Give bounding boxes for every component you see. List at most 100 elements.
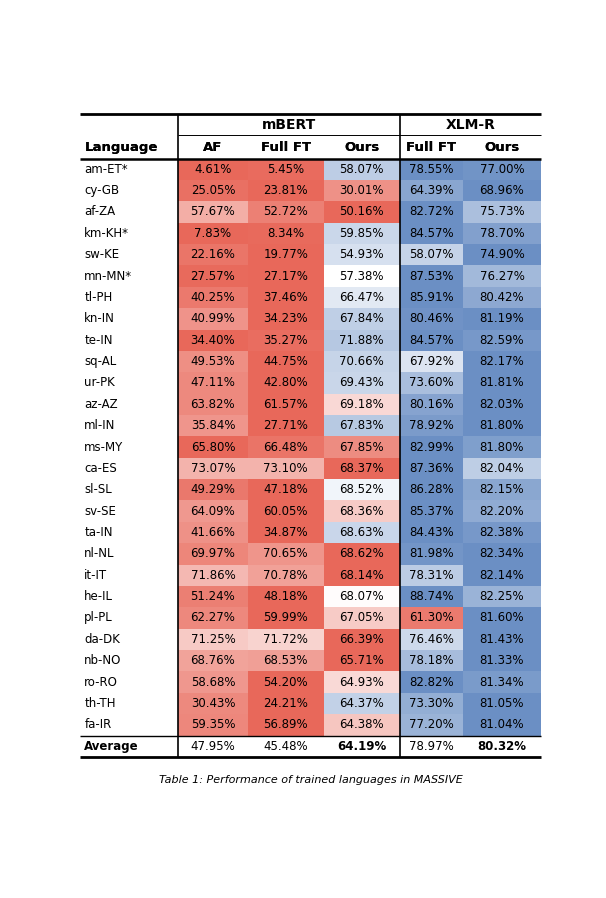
Bar — [400, 543, 463, 565]
Text: Ours: Ours — [344, 140, 379, 154]
Text: Table 1: Performance of trained languages in MASSIVE: Table 1: Performance of trained language… — [159, 775, 462, 785]
Text: ro-RO: ro-RO — [84, 675, 118, 689]
Text: 45.48%: 45.48% — [264, 740, 308, 753]
Bar — [178, 672, 248, 692]
Text: 78.70%: 78.70% — [480, 227, 524, 240]
Text: 86.28%: 86.28% — [409, 483, 454, 497]
Text: 47.18%: 47.18% — [264, 483, 308, 497]
Text: 7.83%: 7.83% — [195, 227, 231, 240]
Text: mBERT: mBERT — [262, 118, 316, 132]
Text: 80.42%: 80.42% — [480, 291, 524, 304]
Text: Ours: Ours — [484, 140, 519, 154]
Bar — [81, 692, 178, 714]
Bar — [324, 373, 400, 393]
Text: 68.07%: 68.07% — [339, 590, 384, 603]
Bar — [178, 522, 248, 543]
Bar — [400, 480, 463, 500]
Bar — [81, 522, 178, 543]
Text: kn-IN: kn-IN — [84, 313, 115, 325]
Bar — [400, 565, 463, 585]
Bar — [81, 114, 541, 159]
Bar — [324, 436, 400, 458]
Text: 81.34%: 81.34% — [480, 675, 524, 689]
Bar — [463, 607, 541, 629]
Bar — [463, 136, 541, 159]
Text: 78.92%: 78.92% — [409, 419, 454, 432]
Text: 47.11%: 47.11% — [190, 376, 235, 390]
Text: nl-NL: nl-NL — [84, 548, 115, 560]
Bar — [81, 458, 178, 480]
Text: 82.25%: 82.25% — [480, 590, 524, 603]
Bar — [178, 136, 248, 159]
Bar — [463, 585, 541, 607]
Text: 81.80%: 81.80% — [480, 419, 524, 432]
Bar — [81, 180, 178, 201]
Bar — [400, 223, 463, 244]
Text: 67.83%: 67.83% — [339, 419, 384, 432]
Text: 54.93%: 54.93% — [339, 248, 384, 261]
Text: 68.96%: 68.96% — [479, 184, 524, 198]
Text: 27.57%: 27.57% — [190, 269, 235, 283]
Text: 54.20%: 54.20% — [264, 675, 308, 689]
Bar — [324, 714, 400, 735]
Bar — [400, 351, 463, 373]
Text: 66.47%: 66.47% — [339, 291, 384, 304]
Bar — [400, 522, 463, 543]
Text: 62.27%: 62.27% — [190, 612, 235, 624]
Bar — [400, 500, 463, 522]
Text: 67.05%: 67.05% — [339, 612, 384, 624]
Text: 82.14%: 82.14% — [479, 568, 524, 582]
Text: 61.30%: 61.30% — [409, 612, 454, 624]
Text: sw-KE: sw-KE — [84, 248, 119, 261]
Bar — [178, 735, 248, 757]
Bar — [248, 415, 324, 436]
Bar — [463, 223, 541, 244]
Bar — [81, 330, 178, 351]
Bar — [324, 393, 400, 415]
Bar — [178, 286, 248, 308]
Bar — [248, 458, 324, 480]
Bar — [463, 458, 541, 480]
Text: 22.16%: 22.16% — [190, 248, 235, 261]
Bar — [400, 672, 463, 692]
Text: 4.61%: 4.61% — [195, 163, 231, 176]
Bar — [178, 543, 248, 565]
Text: 30.43%: 30.43% — [191, 697, 235, 710]
Text: ml-IN: ml-IN — [84, 419, 116, 432]
Text: 73.30%: 73.30% — [409, 697, 454, 710]
Text: Full FT: Full FT — [261, 140, 311, 154]
Bar — [463, 393, 541, 415]
Bar — [324, 266, 400, 286]
Bar — [248, 607, 324, 629]
Bar — [400, 714, 463, 735]
Bar — [324, 330, 400, 351]
Text: 42.80%: 42.80% — [264, 376, 308, 390]
Bar — [81, 607, 178, 629]
Bar — [178, 436, 248, 458]
Bar — [81, 351, 178, 373]
Text: 82.17%: 82.17% — [479, 355, 524, 368]
Text: 78.97%: 78.97% — [409, 740, 454, 753]
Text: 81.60%: 81.60% — [480, 612, 524, 624]
Text: 85.37%: 85.37% — [409, 505, 454, 517]
Text: 49.53%: 49.53% — [191, 355, 235, 368]
Bar — [400, 415, 463, 436]
Bar — [324, 522, 400, 543]
Bar — [248, 436, 324, 458]
Text: 80.32%: 80.32% — [478, 740, 527, 753]
Bar — [400, 458, 463, 480]
Text: th-TH: th-TH — [84, 697, 116, 710]
Text: ta-IN: ta-IN — [84, 526, 113, 539]
Text: 64.39%: 64.39% — [409, 184, 454, 198]
Bar — [400, 266, 463, 286]
Bar — [81, 266, 178, 286]
Bar — [324, 692, 400, 714]
Text: 82.82%: 82.82% — [409, 675, 454, 689]
Bar — [178, 458, 248, 480]
Text: Full FT: Full FT — [407, 140, 456, 154]
Text: 81.33%: 81.33% — [480, 655, 524, 667]
Text: 71.88%: 71.88% — [339, 334, 384, 347]
Text: ca-ES: ca-ES — [84, 462, 117, 475]
Bar — [178, 393, 248, 415]
Text: 19.77%: 19.77% — [264, 248, 308, 261]
